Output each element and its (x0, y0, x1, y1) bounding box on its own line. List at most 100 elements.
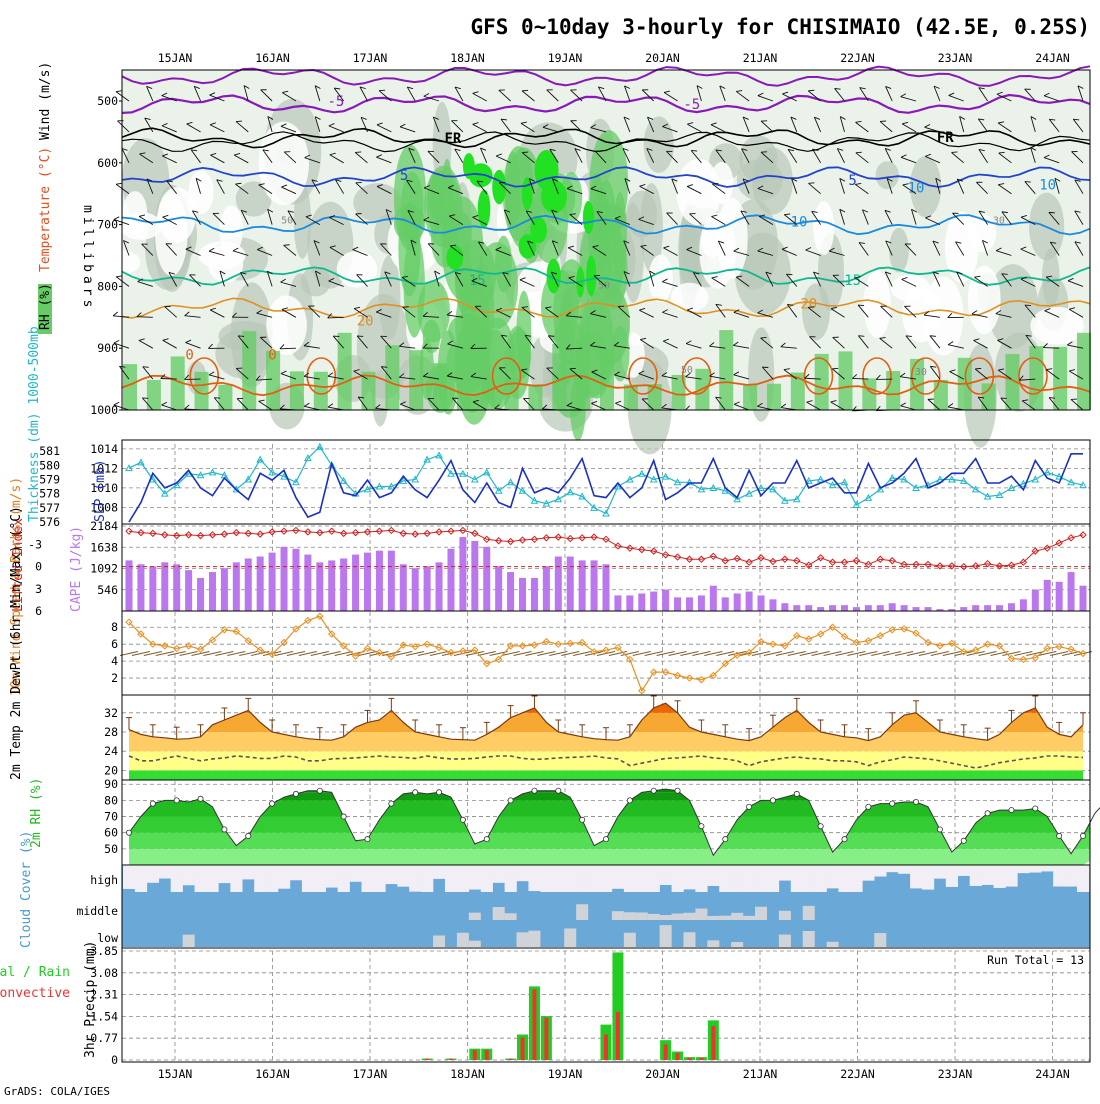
wind-barb (1043, 348, 1059, 349)
cloud-high-cell (266, 866, 278, 892)
rh-shade-green (483, 330, 509, 408)
slp-thickness-panel (126, 444, 1086, 522)
cape-bar (579, 560, 586, 611)
cloud-high-cell (505, 866, 517, 892)
thickness-tick: 578 (39, 487, 60, 501)
cloud-high-cell (588, 866, 600, 892)
cloud-high-cell (528, 866, 540, 891)
cloud-high-cell (982, 866, 994, 885)
precip-conv-bar (664, 1044, 668, 1060)
wind-barb (852, 378, 868, 379)
isotherm-label: 50 (681, 365, 693, 376)
x-tick-label-bottom: 24JAN (1035, 1067, 1070, 1081)
x-tick-label-bottom: 19JAN (548, 1067, 583, 1081)
cloud-high-cell (218, 866, 230, 883)
x-tick-label-top: 18JAN (450, 51, 485, 65)
rh-point (723, 837, 728, 842)
rh-point (842, 837, 847, 842)
cloud-high-cell (159, 866, 171, 879)
isotherm-label: 0 (268, 347, 276, 363)
cloud-high-cell (1053, 866, 1065, 887)
cape-tick: 1092 (90, 562, 118, 576)
cape-bar (686, 597, 693, 611)
isotherm-label: 15 (469, 273, 486, 289)
cloud-high-cell (707, 866, 719, 886)
rh-gap (648, 255, 672, 302)
rh-point (651, 788, 656, 793)
x-tick-label-top: 22JAN (840, 51, 875, 65)
wind-barb (161, 379, 177, 380)
x-tick-label-top: 20JAN (645, 51, 680, 65)
temp-band (122, 770, 1090, 780)
rh-gap (1030, 307, 1083, 345)
slp-axis-label: SLP (mb) (93, 459, 108, 522)
cape-bar (603, 564, 610, 611)
rh-point (317, 788, 322, 793)
precip-conv-bar (425, 1059, 429, 1060)
x-tick-label-bottom: 20JAN (645, 1067, 680, 1081)
cloud-high-cell (850, 866, 862, 892)
thickness-tick: 579 (39, 472, 60, 486)
cloud-low-cell (827, 942, 839, 947)
cloud-high-cell (934, 866, 946, 879)
cloud-high-cell (433, 866, 445, 879)
cloud-high-cell (898, 866, 910, 874)
precip-panel (422, 952, 719, 1060)
credit-text: GrADS: COLA/IGES (4, 1085, 110, 1098)
rh-point (937, 827, 942, 832)
rh-legend-label: RH (%) (38, 283, 53, 330)
cloud-high-cell (564, 866, 576, 892)
y-tick-label: 900 (97, 341, 118, 355)
cloud-low-cell (683, 932, 695, 947)
precip-conv-bar (509, 1059, 513, 1060)
cloud-high-cell (540, 866, 552, 892)
wind-tick: 6 (111, 637, 118, 651)
rh-point (198, 796, 203, 801)
rh-point (603, 837, 608, 842)
temp-tick: 20 (104, 763, 118, 777)
cape-bar (793, 605, 800, 611)
precip-conv-bar (699, 1058, 703, 1060)
rh-shade-green (1077, 333, 1091, 410)
rh-point (246, 833, 251, 838)
cloud-high-cell (338, 866, 350, 892)
cloud-high-cell (791, 866, 803, 892)
cape-bar (638, 593, 645, 611)
cloud-low-cell (624, 933, 636, 947)
cape-bar (257, 557, 264, 611)
y-tick-label: 1000 (90, 403, 118, 417)
rh-shade-mid (644, 116, 674, 173)
cloud-high-cell (493, 866, 505, 883)
cloud-high-cell (648, 866, 660, 892)
cape-bar (1020, 599, 1027, 611)
cloud-high-cell (994, 866, 1006, 888)
rh-point (890, 801, 895, 806)
cape-bar (614, 595, 621, 611)
isotherm-label: 0 (185, 347, 193, 363)
cloud-high-cell (445, 866, 457, 892)
rh-point (460, 817, 465, 822)
y-tick-label: 700 (97, 218, 118, 232)
cape-bar (924, 607, 931, 611)
cloud-high-cell (874, 866, 886, 877)
cloud-high-cell (171, 866, 183, 892)
cloud-high-cell (922, 866, 934, 890)
precip-run-total: Run Total = 13 (987, 953, 1084, 967)
cloud-middle-cell (493, 907, 505, 920)
cloud-high-cell (421, 866, 433, 892)
rh-shade-green (982, 383, 996, 410)
cloud-middle-cell (755, 907, 767, 920)
cape-bar (519, 578, 526, 611)
rh-point (413, 790, 418, 795)
cape-bar (328, 560, 335, 611)
wind-barb-flag (858, 305, 864, 306)
isotherm-label: 30 (915, 367, 927, 378)
cape-bar (901, 605, 908, 611)
x-tick-label-top: 21JAN (743, 51, 778, 65)
cloud-high-cell (886, 866, 898, 872)
cape-bar (829, 605, 836, 611)
rh-point (1080, 833, 1085, 838)
cape-bar (364, 553, 371, 611)
wind-barb-flag (522, 152, 528, 153)
wind-barb-flag (357, 336, 363, 337)
